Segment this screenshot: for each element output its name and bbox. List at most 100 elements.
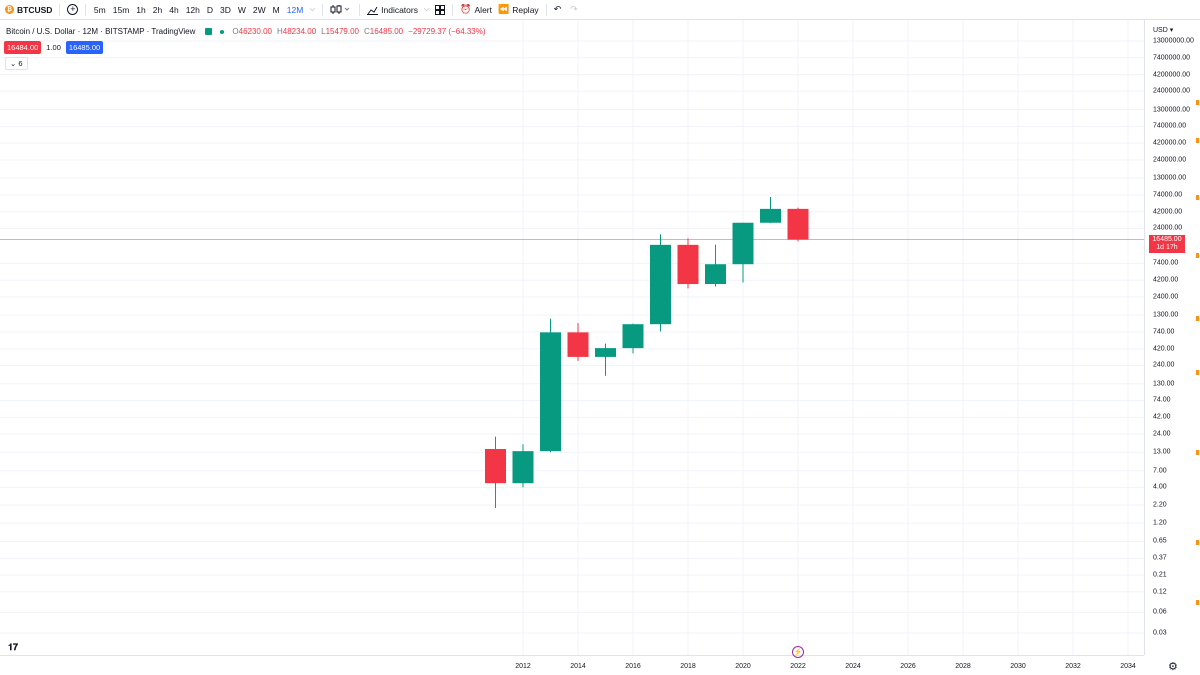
chevron-down-icon: ⌵ <box>309 5 316 13</box>
symbol-search-button[interactable]: ₿ BTCUSD <box>0 0 55 20</box>
lightning-event-icon[interactable]: ⚡ <box>792 646 804 658</box>
price-tick: 2400.00 <box>1153 293 1179 301</box>
timeframe-dropdown-button[interactable]: ⌵ <box>307 0 318 20</box>
chart-type-button[interactable] <box>327 0 355 20</box>
timeframe-12h[interactable]: 12h <box>185 4 200 15</box>
price-tick: 7400000.00 <box>1153 54 1190 62</box>
bar-countdown: 1d 17h <box>1156 243 1178 251</box>
undo-icon: ↶ <box>553 4 562 14</box>
price-axis[interactable]: USD ▾ 13000000.00 7400000.00 4200000.00 240… <box>1144 20 1200 655</box>
candle-2016[interactable] <box>622 323 644 354</box>
price-chart[interactable] <box>0 20 1144 655</box>
market-status-icon <box>205 28 213 35</box>
candle-body <box>595 348 616 357</box>
timeframe-d[interactable]: D <box>206 4 214 15</box>
price-tick: 7400.00 <box>1153 259 1179 267</box>
currency-selector[interactable]: USD ▾ <box>1153 27 1174 34</box>
timeframe-15m[interactable]: 15m <box>112 4 130 15</box>
candle-2013[interactable] <box>540 318 561 453</box>
toolbar-divider <box>322 3 324 16</box>
price-tick: 74000.00 <box>1153 191 1183 199</box>
last-price-value: 16485.00 <box>1152 235 1182 243</box>
timeframe-w[interactable]: W <box>237 4 246 15</box>
indicators-button[interactable]: Indicators <box>364 0 421 20</box>
price-tick: 1300000.00 <box>1153 106 1190 114</box>
indicator-count: 6 <box>18 59 23 68</box>
trade-buttons: 16484.00 1.00 16485.00 <box>4 41 104 54</box>
candle-body <box>622 324 644 349</box>
price-tick: 240000.00 <box>1153 156 1187 164</box>
timeframe-12m[interactable]: 12M <box>286 4 304 15</box>
candle-2011[interactable] <box>485 436 506 508</box>
candle-body <box>787 208 809 240</box>
buy-button[interactable]: 16485.00 <box>65 41 104 54</box>
candle-body <box>705 264 726 285</box>
price-tick: 4.00 <box>1153 483 1167 491</box>
time-tick: 2016 <box>625 663 641 670</box>
horizontal-gridlines <box>0 40 1144 634</box>
candle-body <box>485 449 506 484</box>
replay-label: Replay <box>512 4 539 15</box>
candle-body <box>677 244 699 285</box>
time-tick: 2018 <box>680 663 696 670</box>
price-tick: 130000.00 <box>1153 174 1187 182</box>
gear-icon[interactable]: ⚙ <box>1168 661 1178 673</box>
undo-button[interactable]: ↶ <box>551 0 568 20</box>
legend-change: −29729.37 (−64.33%) <box>408 27 486 36</box>
candle-2012[interactable] <box>512 444 534 488</box>
tradingview-logo[interactable]: 𝟏𝟕 <box>8 642 19 652</box>
redo-button[interactable]: ↷ <box>567 0 584 20</box>
grid-layout-icon <box>435 4 446 15</box>
candle-2014[interactable] <box>567 322 589 361</box>
candle-2015[interactable] <box>595 343 616 376</box>
timeframe-2h[interactable]: 2h <box>152 4 163 15</box>
replay-button[interactable]: ⏪ Replay <box>495 0 542 20</box>
timeframe-group: 5m 15m 1h 2h 4h 12h D 3D W 2W M 12M <box>90 0 306 20</box>
price-tick: 4200000.00 <box>1153 71 1190 79</box>
price-tick: 1300.00 <box>1153 311 1179 319</box>
indicators-collapse-button[interactable]: ⌄ 6 <box>5 57 28 70</box>
alert-button[interactable]: ⏰ Alert <box>457 0 495 20</box>
time-axis[interactable]: 2012 2014 2016 2018 2020 2022 2024 2026 2028 2030… <box>0 655 1144 675</box>
price-tick: 0.06 <box>1153 608 1167 616</box>
candle-2021[interactable] <box>760 196 781 223</box>
time-tick: 2012 <box>515 663 531 670</box>
live-dot-icon <box>220 29 225 34</box>
last-price-label: 16485.00 1d 17h <box>1149 234 1185 253</box>
time-tick: 2032 <box>1065 663 1081 670</box>
right-edge-markers <box>1196 20 1200 655</box>
price-tick: 0.21 <box>1153 571 1167 579</box>
legend-close: C16485.00 <box>363 27 404 36</box>
price-tick: 0.12 <box>1153 588 1167 596</box>
candle-2020[interactable] <box>732 222 754 283</box>
price-tick: 2.20 <box>1153 501 1167 509</box>
candle-body <box>732 222 754 265</box>
toolbar-divider <box>359 3 361 16</box>
vertical-gridlines <box>522 20 1129 655</box>
compare-symbol-button[interactable]: + <box>64 0 81 20</box>
price-tick: 130.00 <box>1153 380 1175 388</box>
timeframe-4h[interactable]: 4h <box>169 4 179 15</box>
candle-body <box>567 332 589 357</box>
rewind-icon: ⏪ <box>498 4 510 14</box>
candle-2017[interactable] <box>650 234 671 332</box>
timeframe-5m[interactable]: 5m <box>93 4 106 15</box>
candle-2022[interactable] <box>787 207 809 242</box>
sell-button[interactable]: 16484.00 <box>4 41 42 54</box>
timeframe-3d[interactable]: 3D <box>220 4 231 15</box>
layout-templates-button[interactable] <box>432 0 448 20</box>
spread-value: 1.00 <box>46 43 61 52</box>
timeframe-m[interactable]: M <box>272 4 280 15</box>
timeframe-2w[interactable]: 2W <box>252 4 266 15</box>
toolbar-divider <box>545 3 547 16</box>
toolbar-divider <box>85 3 87 16</box>
timeframe-1h[interactable]: 1h <box>136 4 146 15</box>
price-tick: 7.00 <box>1153 467 1167 475</box>
time-tick: 2020 <box>735 663 751 670</box>
indicators-dropdown-button[interactable]: ⌵ <box>421 0 432 20</box>
candles-icon <box>330 5 350 14</box>
candle-2018[interactable] <box>677 238 699 289</box>
candle-2019[interactable] <box>705 244 726 287</box>
price-tick: 420.00 <box>1153 345 1175 353</box>
chevron-down-icon: ⌵ <box>423 5 430 13</box>
